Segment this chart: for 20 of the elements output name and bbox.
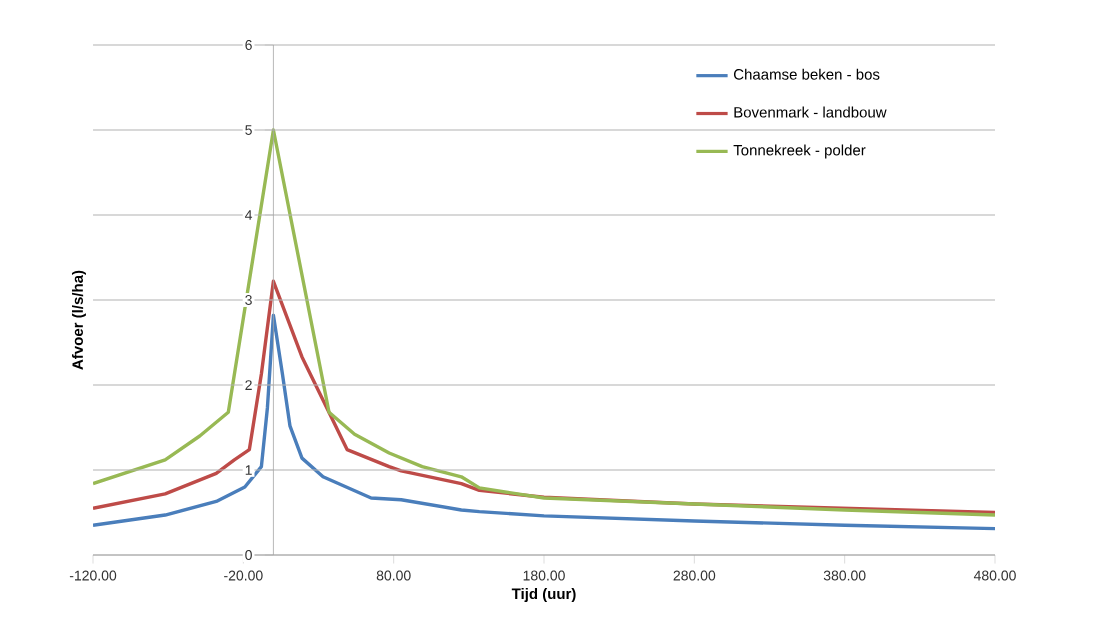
legend-label: Chaamse beken - bos <box>733 68 880 80</box>
legend-label: Bovenmark - landbouw <box>734 106 887 118</box>
x-tick-label: -20.00 <box>224 570 263 581</box>
y-axis-title: Afvoer (l/s/ha) <box>71 270 86 370</box>
x-tick-label: 380.00 <box>823 570 866 581</box>
x-tick-label: 180.00 <box>523 570 565 581</box>
y-tick-label: 4 <box>245 210 253 220</box>
legend-label: Tonnekreek - polder <box>733 144 866 159</box>
x-tick-label: 480.00 <box>973 570 1016 581</box>
x-tick-label: 80.00 <box>376 570 411 581</box>
line-series <box>93 313 995 531</box>
y-tick-label: 5 <box>245 125 252 135</box>
y-tick-label: 6 <box>245 40 252 50</box>
y-tick-label: 3 <box>245 295 252 305</box>
x-axis-title: Tijd (uur) <box>511 588 576 603</box>
y-tick-label: 0 <box>245 550 252 560</box>
x-tick-label: 280.00 <box>673 570 716 581</box>
y-tick-label: 1 <box>245 465 252 475</box>
x-tick-label: -120.00 <box>69 570 117 581</box>
y-tick-label: 2 <box>245 380 252 390</box>
